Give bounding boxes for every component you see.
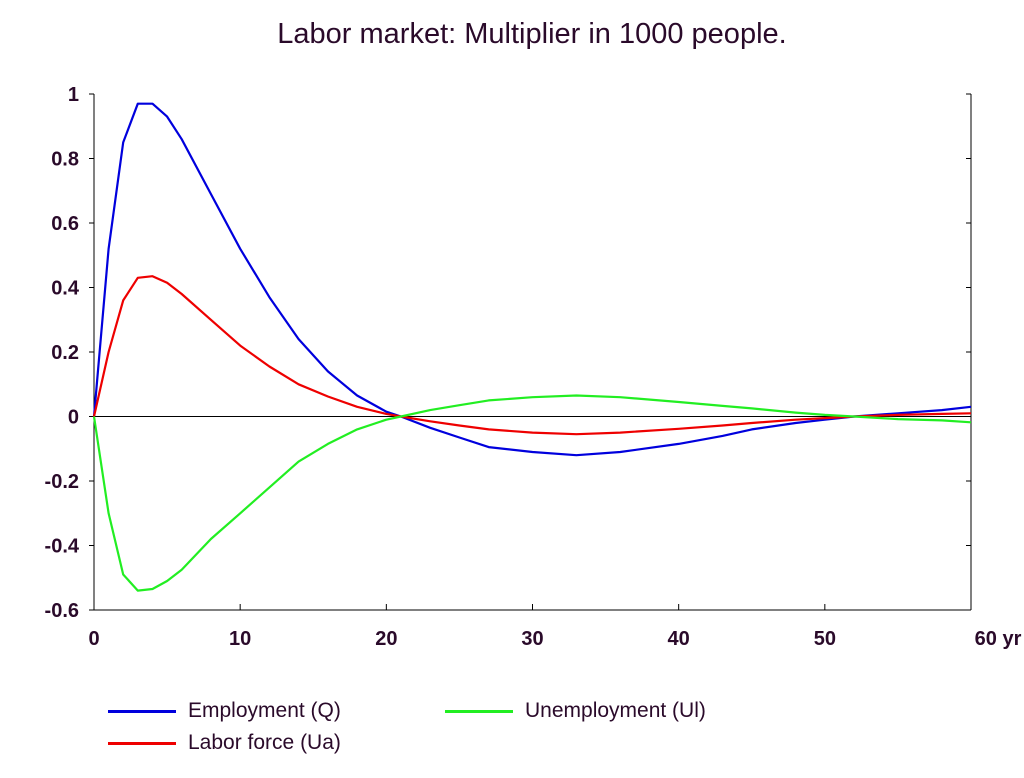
- legend-item-employment: Employment (Q): [108, 699, 341, 723]
- x-tick-label: 50: [814, 628, 836, 650]
- y-tick-label: 0.2: [51, 342, 79, 364]
- axes: [89, 93, 972, 611]
- y-tick-label: 0.4: [51, 278, 80, 300]
- tick-labels: 1 0.8 0.6 0.4 0.2 0 -0.2 -0.4 -0.6 0 10 20 30 40 50 60 …: [45, 84, 1022, 650]
- series-line-employment-q: [92, 102, 972, 457]
- x-tick-label: 20: [375, 628, 397, 650]
- legend-label-employment: Employment (Q): [188, 699, 341, 722]
- x-tick-label: 30: [521, 628, 543, 650]
- y-tick-label: -0.2: [45, 471, 79, 493]
- x-tick-label: 10: [229, 628, 251, 650]
- legend-label-labor-force: Labor force (Ua): [188, 731, 341, 754]
- y-tick-label: 1: [68, 84, 79, 106]
- series-line-labor-force-ua: [92, 275, 972, 436]
- y-tick-label: -0.6: [45, 600, 79, 622]
- y-tick-label: 0: [68, 407, 79, 429]
- series-layer: [92, 102, 972, 592]
- legend-swatch-unemployment: [445, 709, 513, 713]
- legend-swatch-labor-force: [108, 741, 176, 745]
- y-tick-label: -0.4: [45, 536, 80, 558]
- y-tick-label: 0.6: [51, 213, 79, 235]
- series-line-unemployment-ul: [92, 394, 972, 592]
- chart-title: Labor market: Multiplier in 1000 people.: [277, 18, 787, 50]
- legend-label-unemployment: Unemployment (Ul): [525, 699, 706, 722]
- legend-swatch-employment: [108, 709, 176, 713]
- x-tick-label: 40: [668, 628, 690, 650]
- x-tick-label: 0: [88, 628, 99, 650]
- legend-item-labor-force: Labor force (Ua): [108, 731, 341, 755]
- x-tick-label: 60 yr: [975, 628, 1022, 650]
- y-tick-label: 0.8: [51, 149, 79, 171]
- legend-item-unemployment: Unemployment (Ul): [445, 699, 706, 723]
